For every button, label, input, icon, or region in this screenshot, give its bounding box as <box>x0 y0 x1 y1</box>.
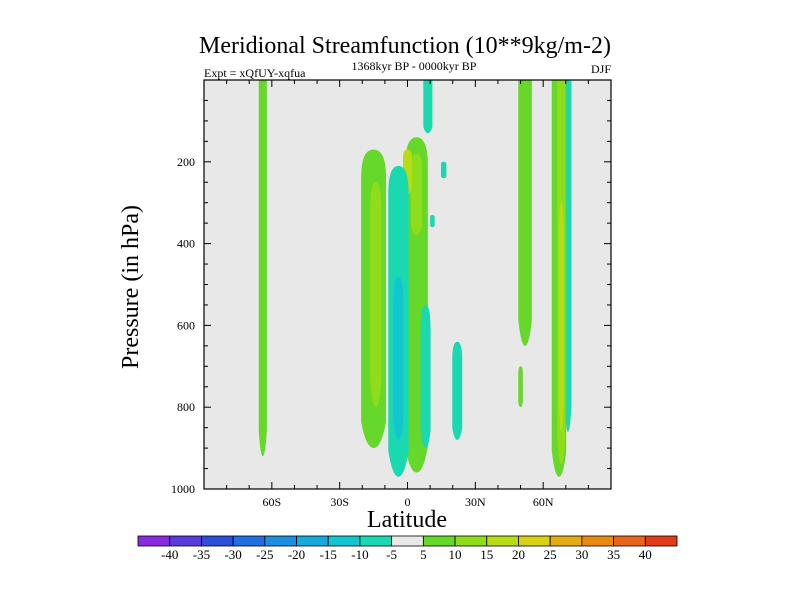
colorbar-swatch <box>391 535 424 547</box>
colorbar-label: 30 <box>575 547 588 562</box>
colorbar-label: -5 <box>386 547 397 562</box>
colorbar-label: -40 <box>161 547 178 562</box>
contour-region-5 <box>410 153 423 236</box>
colorbar-swatch <box>581 535 614 547</box>
colorbar-label: -35 <box>193 547 210 562</box>
x-tick-label: 60S <box>262 495 281 509</box>
colorbar-swatch <box>137 535 171 547</box>
contour-region-14 <box>518 80 532 346</box>
subtitle-center: 1368kyr BP - 0000kyr BP <box>352 59 477 73</box>
contour-region-3 <box>370 182 382 408</box>
x-tick-label: 30S <box>330 495 349 509</box>
colorbar-swatch <box>422 535 456 547</box>
colorbar-swatch <box>549 535 583 547</box>
contour-region-11 <box>452 341 463 440</box>
x-tick-label: 60N <box>533 495 554 509</box>
contour-region-10 <box>420 304 431 449</box>
contour-region-16 <box>564 80 572 432</box>
x-axis: 60S 30S 0 30N 60N <box>226 80 589 509</box>
colorbar-swatch <box>327 535 361 547</box>
y-tick-label: 200 <box>177 155 195 169</box>
contour-region-8 <box>393 276 404 440</box>
colorbar-label: -10 <box>351 547 368 562</box>
colorbar-label: 35 <box>607 547 620 562</box>
y-tick-label: 800 <box>177 400 195 414</box>
colorbar-swatch <box>264 535 297 547</box>
colorbar-label: -30 <box>224 547 241 562</box>
contour-region-12 <box>440 161 447 179</box>
colorbar-label: 15 <box>480 547 493 562</box>
subtitle-left: Expt = xQfUY-xqfua <box>204 66 306 80</box>
colorbar-swatch <box>486 535 519 547</box>
y-axis-label: Pressure (in hPa) <box>118 205 144 369</box>
colorbar-swatch <box>613 535 646 547</box>
contour-region-1 <box>258 80 267 457</box>
colorbar-label: -20 <box>288 547 305 562</box>
plot-area <box>203 79 612 490</box>
colorbar-swatch <box>644 535 678 547</box>
y-tick-label: 600 <box>177 318 195 332</box>
chart-title: Meridional Streamfunction (10**9kg/m-2) <box>199 33 611 59</box>
colorbar: -40 -35 -30 -25 -20 -15 -10 -5 5 10 15 20 25 30 35 40 <box>137 535 678 562</box>
colorbar-swatch <box>232 535 266 547</box>
colorbar-label: 5 <box>420 547 427 562</box>
colorbar-label: 25 <box>544 547 557 562</box>
y-axis: 200 400 600 800 1000 <box>171 99 611 496</box>
contour-region-13 <box>430 214 435 228</box>
y-tick-label: 400 <box>177 237 195 251</box>
colorbar-label: -25 <box>256 547 273 562</box>
colorbar-label: 40 <box>639 547 652 562</box>
contour-region-19 <box>558 202 564 432</box>
colorbar-swatch <box>454 535 488 547</box>
subtitle-right: DJF <box>591 62 611 76</box>
colorbar-label: 20 <box>512 547 525 562</box>
colorbar-swatch <box>518 535 551 547</box>
colorbar-label: -15 <box>320 547 337 562</box>
colorbar-swatch <box>359 535 393 547</box>
y-tick-label: 1000 <box>171 482 195 496</box>
contour-region-9 <box>423 80 433 134</box>
colorbar-swatch <box>296 535 329 547</box>
contour-region-15 <box>518 366 523 408</box>
colorbar-label: 10 <box>449 547 462 562</box>
x-tick-label: 0 <box>405 495 411 509</box>
colorbar-swatch <box>169 535 202 547</box>
x-axis-label: Latitude <box>367 507 447 533</box>
x-tick-label: 30N <box>465 495 486 509</box>
colorbar-swatch <box>201 535 234 547</box>
